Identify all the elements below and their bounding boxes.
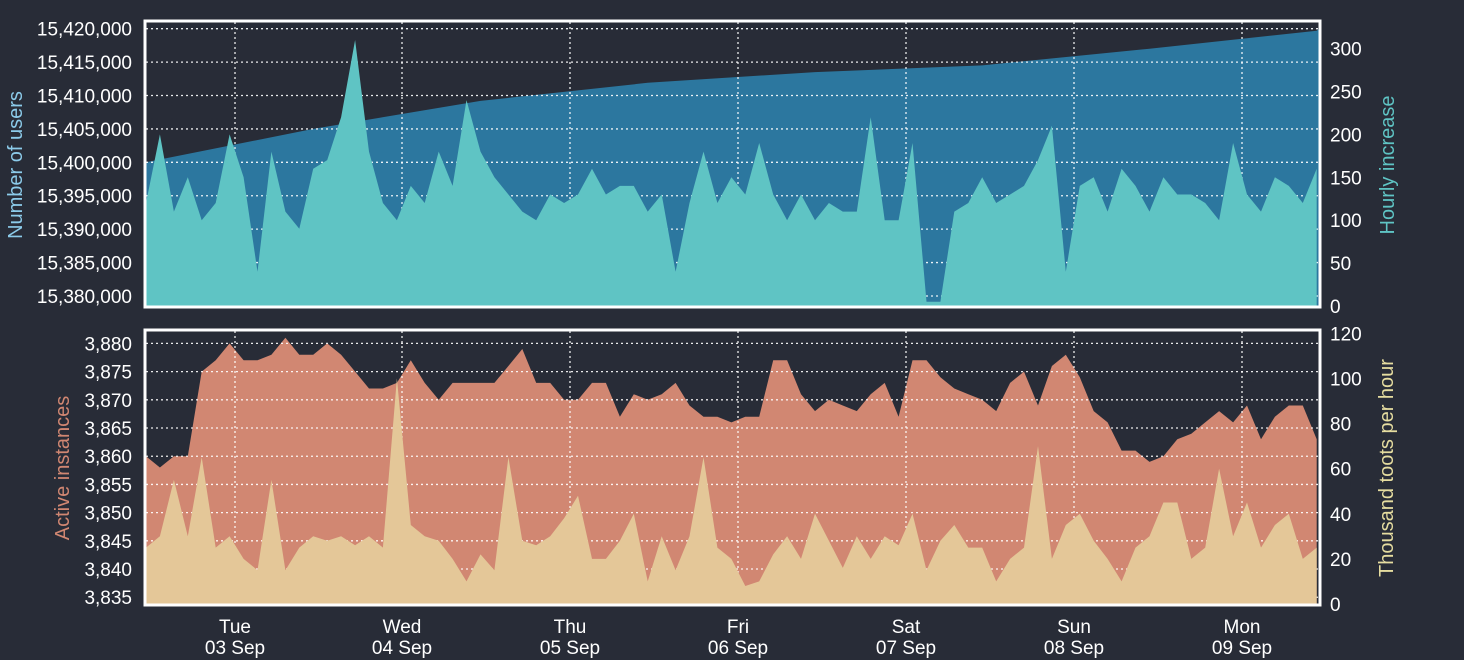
users-right-tick-label: 250: [1330, 82, 1362, 103]
instances-right-tick-label: 20: [1330, 550, 1351, 571]
instances-left-tick-label: 3,870: [84, 391, 132, 412]
instances-left-tick-label: 3,840: [84, 560, 132, 581]
x-tick-day-label: Mon: [1224, 617, 1261, 638]
users-left-tick-label: 15,405,000: [37, 120, 132, 141]
hourly-increase-axis-title: Hourly increase: [1377, 96, 1399, 235]
instances-panel: 3,880 3,875 3,870 3,865 3,860 3,855 3,850 3,845…: [84, 324, 1361, 616]
x-tick-day-label: Tue: [219, 617, 251, 638]
instances-right-tick-label: 120: [1330, 324, 1362, 345]
toots-axis-title: Thousand toots per hour: [1376, 359, 1398, 577]
users-left-tick-label: 15,420,000: [37, 20, 132, 41]
instances-right-tick-label: 40: [1330, 505, 1351, 526]
x-tick-date-label: 05 Sep: [540, 638, 600, 659]
instances-right-tick-label: 80: [1330, 415, 1351, 436]
x-tick-day-label: Fri: [727, 617, 749, 638]
x-tick-day-label: Sat: [892, 617, 921, 638]
users-left-tick-label: 15,385,000: [37, 254, 132, 275]
x-tick-date-label: 06 Sep: [708, 638, 768, 659]
instances-right-tick-label: 0: [1330, 595, 1341, 616]
users-right-tick-label: 200: [1330, 125, 1362, 146]
users-right-tick-label: 150: [1330, 168, 1362, 189]
instances-axis-title: Active instances: [52, 396, 74, 541]
users-left-tick-label: 15,415,000: [37, 53, 132, 74]
users-left-tick-label: 15,380,000: [37, 287, 132, 308]
users-left-tick-label: 15,390,000: [37, 220, 132, 241]
instances-left-tick-label: 3,860: [84, 447, 132, 468]
users-left-tick-label: 15,395,000: [37, 187, 132, 208]
x-tick-date-label: 08 Sep: [1044, 638, 1104, 659]
instances-left-tick-label: 3,855: [84, 475, 132, 496]
instances-left-tick-label: 3,880: [84, 334, 132, 355]
users-right-tick-label: 0: [1330, 297, 1341, 318]
instances-frame: [143, 328, 1322, 607]
users-axis-title: Number of users: [5, 91, 27, 239]
instances-right-tick-label: 60: [1330, 460, 1351, 481]
toots-area-series: [146, 378, 1317, 604]
x-tick-day-label: Sun: [1057, 617, 1091, 638]
x-tick-date-label: 03 Sep: [205, 638, 265, 659]
x-tick-date-label: 07 Sep: [876, 638, 936, 659]
users-right-tick-label: 100: [1330, 211, 1362, 232]
x-tick-day-label: Thu: [554, 617, 587, 638]
users-left-tick-label: 15,410,000: [37, 87, 132, 108]
users-right-tick-label: 50: [1330, 254, 1351, 275]
instances-left-tick-label: 3,865: [84, 419, 132, 440]
active-instances-area-series: [146, 337, 1317, 604]
users-frame: [143, 19, 1322, 309]
users-right-tick-label: 300: [1330, 40, 1362, 61]
x-tick-date-label: 04 Sep: [372, 638, 432, 659]
users-panel: 15,420,000 15,415,000 15,410,000 15,405,000…: [37, 19, 1362, 318]
x-tick-day-label: Wed: [383, 617, 422, 638]
instances-left-tick-label: 3,845: [84, 532, 132, 553]
instances-left-tick-label: 3,875: [84, 363, 132, 384]
instances-right-tick-label: 100: [1330, 369, 1362, 390]
users-left-tick-label: 15,400,000: [37, 153, 132, 174]
instances-left-tick-label: 3,835: [84, 588, 132, 609]
instances-left-tick-label: 3,850: [84, 504, 132, 525]
hourly-increase-area-series: [146, 40, 1317, 306]
x-tick-date-label: 09 Sep: [1212, 638, 1272, 659]
